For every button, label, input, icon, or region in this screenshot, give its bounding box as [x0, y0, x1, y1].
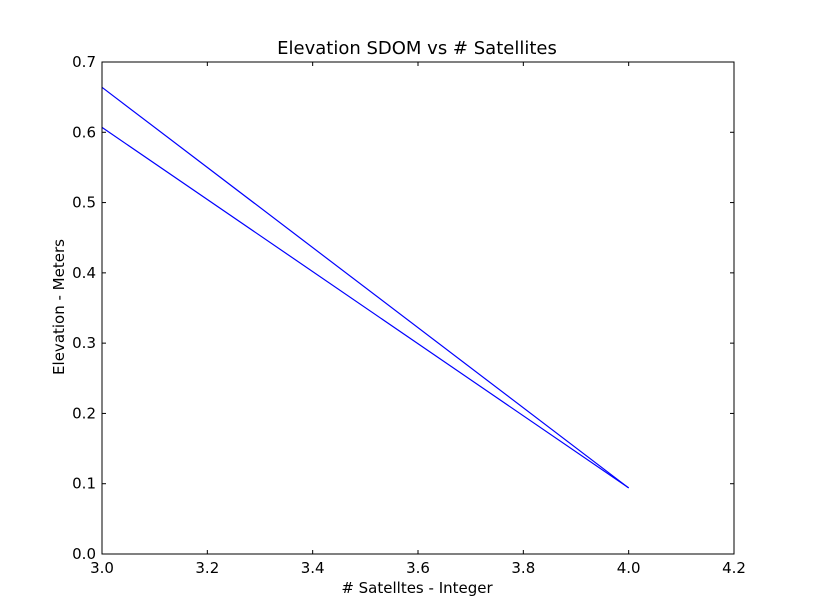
y-tick-label: 0.4: [72, 264, 96, 282]
x-tick-label: 3.4: [301, 559, 325, 577]
y-tick-label: 0.7: [72, 53, 96, 71]
y-tick-label: 0.0: [72, 545, 96, 563]
y-tick-label: 0.2: [72, 404, 96, 422]
x-axis-label: # Satelltes - Integer: [341, 579, 493, 597]
y-tick-label: 0.3: [72, 334, 96, 352]
x-tick-label: 3.8: [511, 559, 535, 577]
series-layer: [101, 86, 630, 489]
y-tick-label: 0.5: [72, 194, 96, 212]
y-tick-label: 0.6: [72, 123, 96, 141]
y-tick-label: 0.1: [72, 475, 96, 493]
x-tick-label: 4.2: [722, 559, 746, 577]
y-axis-label: Elevation - Meters: [50, 239, 68, 375]
x-tick-label: 4.0: [617, 559, 641, 577]
x-tick-label: 3.6: [406, 559, 430, 577]
plot-frame: [101, 61, 735, 555]
x-tick-label: 3.2: [195, 559, 219, 577]
ticks-layer: 3.0 3.2 3.4 3.6 3.8 4.0 4.2 0.0 0.1 0.2 0.3 0.4 0.5 0…: [72, 53, 746, 577]
chart-title: Elevation SDOM vs # Satellites: [277, 38, 557, 59]
x-tick-label: 3.0: [90, 559, 114, 577]
series-line-1: [101, 86, 630, 489]
series-line-2: [101, 126, 630, 489]
